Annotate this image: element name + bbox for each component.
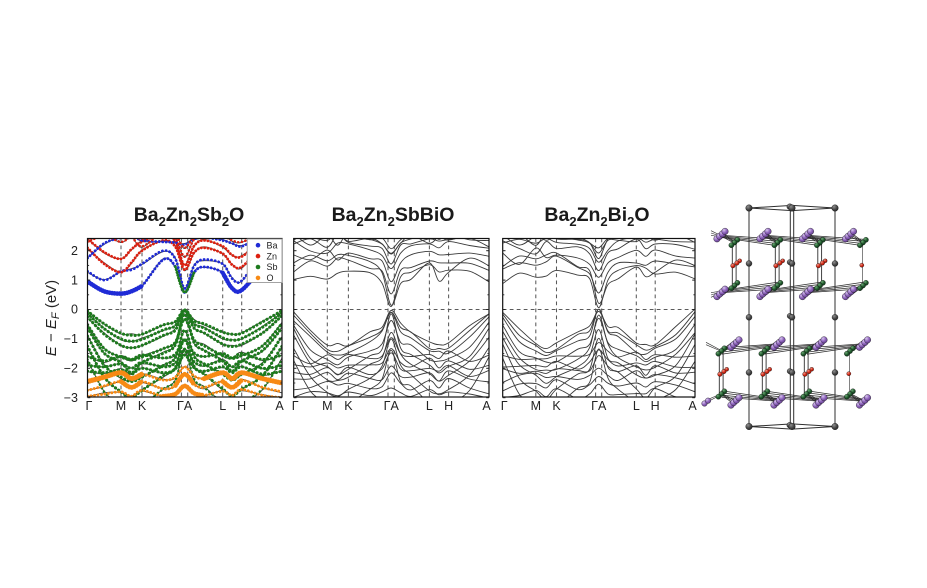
svg-text:Ba2Zn2Bi2O: Ba2Zn2Bi2O [544, 204, 649, 229]
svg-text:A: A [482, 399, 491, 413]
svg-text:O: O [267, 273, 274, 283]
svg-text:M: M [531, 399, 541, 413]
svg-text:Ba2Zn2SbBiO: Ba2Zn2SbBiO [332, 204, 455, 229]
svg-text:ΓA: ΓA [591, 399, 607, 413]
svg-text:K: K [138, 399, 147, 413]
svg-text:1: 1 [71, 273, 78, 287]
svg-text:ΓA: ΓA [177, 399, 193, 413]
svg-text:H: H [444, 399, 453, 413]
svg-text:−2: −2 [64, 362, 78, 376]
svg-text:Ba2Zn2Sb2O: Ba2Zn2Sb2O [134, 204, 245, 229]
svg-text:M: M [322, 399, 332, 413]
svg-text:A: A [688, 399, 697, 413]
svg-text:L: L [426, 399, 433, 413]
svg-text:K: K [552, 399, 561, 413]
svg-text:2: 2 [71, 244, 78, 258]
svg-text:Γ: Γ [501, 399, 508, 413]
svg-text:H: H [237, 399, 246, 413]
svg-text:M: M [116, 399, 126, 413]
svg-text:ΓA: ΓA [384, 399, 400, 413]
svg-text:H: H [651, 399, 660, 413]
svg-text:−1: −1 [64, 332, 78, 346]
svg-text:Γ: Γ [86, 399, 93, 413]
svg-text:K: K [344, 399, 353, 413]
svg-text:Ba: Ba [267, 240, 278, 250]
svg-text:E − EF (eV): E − EF (eV) [43, 280, 62, 356]
svg-text:L: L [219, 399, 226, 413]
svg-text:−3: −3 [64, 391, 78, 405]
svg-text:Γ: Γ [292, 399, 299, 413]
svg-text:A: A [275, 399, 284, 413]
svg-text:Zn: Zn [267, 251, 278, 261]
svg-text:0: 0 [71, 303, 78, 317]
svg-text:L: L [633, 399, 640, 413]
svg-text:Sb: Sb [267, 262, 278, 272]
